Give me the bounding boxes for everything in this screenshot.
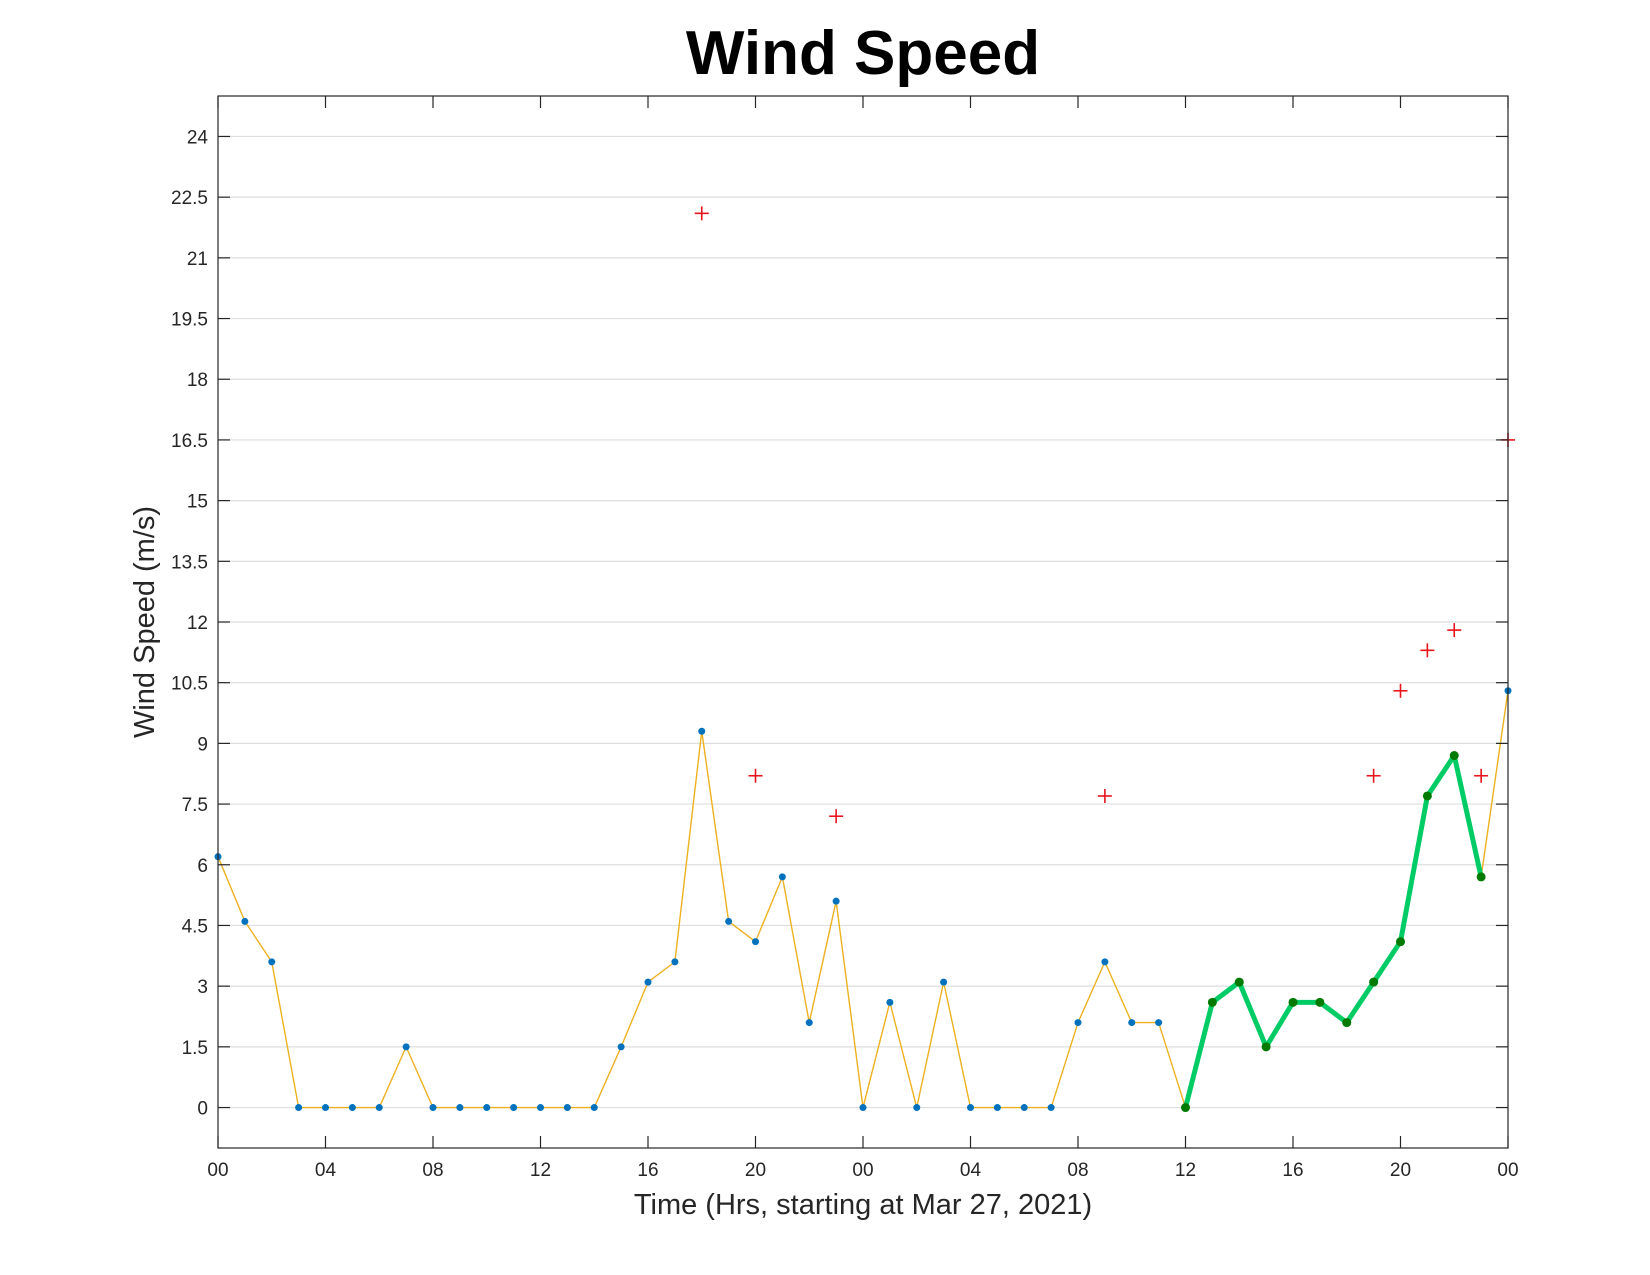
chart-title: Wind Speed bbox=[686, 19, 1040, 88]
gridlines bbox=[218, 135, 1508, 1109]
wind-speed-series-point bbox=[993, 1104, 1001, 1112]
wind-speed-series-point bbox=[778, 873, 786, 881]
y-tick-label: 6 bbox=[197, 856, 208, 877]
wind-speed-series-point bbox=[537, 1104, 544, 1112]
outlier-plus-marker bbox=[1393, 683, 1408, 698]
y-tick-label: 9 bbox=[197, 734, 208, 755]
y-tick-label: 12 bbox=[187, 613, 208, 634]
highlight-series-point bbox=[1476, 872, 1486, 882]
outlier-plus-marker bbox=[1447, 623, 1462, 638]
y-tick-label: 24 bbox=[187, 127, 209, 148]
x-tick-label: 00 bbox=[207, 1160, 228, 1181]
wind-speed-series-point bbox=[1020, 1104, 1028, 1112]
x-tick-label: 20 bbox=[1390, 1160, 1411, 1181]
wind-speed-series-point bbox=[1074, 1019, 1082, 1027]
highlight-series-point bbox=[1315, 997, 1325, 1007]
y-tick-label: 13.5 bbox=[171, 552, 208, 573]
wind-speed-series-point bbox=[698, 727, 706, 735]
outlier-plus-marker bbox=[1366, 768, 1381, 783]
y-tick-label: 10.5 bbox=[171, 674, 208, 695]
x-tick-label: 12 bbox=[530, 1160, 551, 1181]
y-axis-label: Wind Speed (m/s) bbox=[129, 506, 161, 738]
outlier-plus-marker bbox=[829, 809, 844, 824]
highlight-series-point bbox=[1261, 1042, 1271, 1052]
ticks: 0 1.5 3 4.5 6 7.5 9 10.5 12 13.5 15 16.5 18 19.5 21 22.… bbox=[171, 96, 1519, 1181]
wind-speed-series-point bbox=[617, 1043, 625, 1051]
wind-speed-series-point bbox=[1128, 1019, 1136, 1027]
series-layer bbox=[214, 206, 1515, 1113]
highlight-series-point bbox=[1181, 1103, 1190, 1113]
y-tick-label: 22.5 bbox=[171, 188, 208, 209]
y-tick-label: 21 bbox=[187, 249, 208, 270]
x-tick-label: 00 bbox=[852, 1160, 873, 1181]
x-tick-label: 04 bbox=[960, 1160, 982, 1181]
wind-speed-series-point bbox=[913, 1104, 921, 1112]
wind-speed-series-point bbox=[563, 1104, 571, 1112]
y-tick-label: 4.5 bbox=[182, 916, 208, 937]
wind-speed-series-point bbox=[805, 1019, 813, 1027]
wind-speed-series-point bbox=[940, 978, 948, 986]
wind-speed-series-point bbox=[483, 1104, 491, 1112]
wind-speed-series-point bbox=[859, 1104, 867, 1112]
y-tick-label: 16.5 bbox=[171, 431, 208, 452]
wind-speed-series-point bbox=[402, 1043, 410, 1051]
x-tick-label: 16 bbox=[637, 1160, 658, 1181]
wind-speed-series-point bbox=[725, 917, 733, 925]
y-tick-label: 15 bbox=[187, 492, 208, 513]
wind-speed-series-point bbox=[967, 1104, 974, 1112]
wind-speed-series-point bbox=[348, 1104, 356, 1112]
wind-speed-series-point bbox=[1101, 958, 1109, 966]
highlight-series-point bbox=[1288, 997, 1298, 1007]
y-tick-label: 19.5 bbox=[171, 310, 208, 331]
y-tick-label: 3 bbox=[197, 977, 208, 998]
wind-speed-series-point bbox=[886, 998, 894, 1006]
wind-speed-series-point bbox=[268, 958, 276, 966]
wind-speed-series-point bbox=[456, 1104, 464, 1112]
wind-speed-series-point bbox=[1047, 1104, 1055, 1112]
outlier-plus-marker bbox=[748, 768, 763, 783]
wind-speed-series-point bbox=[644, 978, 652, 986]
wind-speed-series-point bbox=[429, 1104, 437, 1112]
wind-speed-series-point bbox=[375, 1104, 383, 1112]
wind-speed-series-point bbox=[590, 1104, 598, 1112]
highlight-series-point bbox=[1342, 1018, 1352, 1028]
x-tick-label: 08 bbox=[1067, 1160, 1088, 1181]
highlight-series-point bbox=[1369, 977, 1379, 987]
highlight-series-point bbox=[1449, 751, 1459, 761]
x-tick-label: 12 bbox=[1175, 1160, 1196, 1181]
x-tick-label: 20 bbox=[745, 1160, 766, 1181]
x-tick-label: 16 bbox=[1282, 1160, 1303, 1181]
wind-speed-series-point bbox=[510, 1104, 518, 1112]
highlight-series-point bbox=[1422, 791, 1432, 801]
x-tick-label: 00 bbox=[1497, 1160, 1518, 1181]
wind-speed-series-point bbox=[295, 1104, 303, 1112]
x-axis-label: Time (Hrs, starting at Mar 27, 2021) bbox=[634, 1189, 1092, 1221]
wind-speed-series-point bbox=[1155, 1019, 1163, 1027]
highlight-series-point bbox=[1234, 977, 1244, 987]
outlier-plus-marker bbox=[1097, 788, 1112, 803]
y-tick-label: 18 bbox=[187, 370, 208, 391]
highlight-series-line bbox=[1183, 753, 1484, 1111]
y-tick-label: 7.5 bbox=[182, 795, 208, 816]
outlier-plus-marker bbox=[694, 206, 709, 221]
wind-speed-series-point bbox=[671, 958, 679, 966]
outlier-plus-marker bbox=[1420, 643, 1435, 658]
wind-speed-series-point bbox=[322, 1104, 329, 1112]
y-tick-label: 1.5 bbox=[182, 1038, 208, 1059]
highlight-series-point bbox=[1207, 997, 1217, 1007]
wind-speed-series-point bbox=[832, 897, 840, 905]
x-tick-label: 04 bbox=[315, 1160, 337, 1181]
outlier-plus-marker bbox=[1474, 768, 1489, 783]
wind-speed-series-point bbox=[241, 917, 249, 925]
wind-speed-series-point bbox=[752, 938, 759, 946]
highlight-series-point bbox=[1396, 937, 1405, 947]
y-tick-label: 0 bbox=[197, 1099, 208, 1120]
x-tick-label: 08 bbox=[422, 1160, 443, 1181]
